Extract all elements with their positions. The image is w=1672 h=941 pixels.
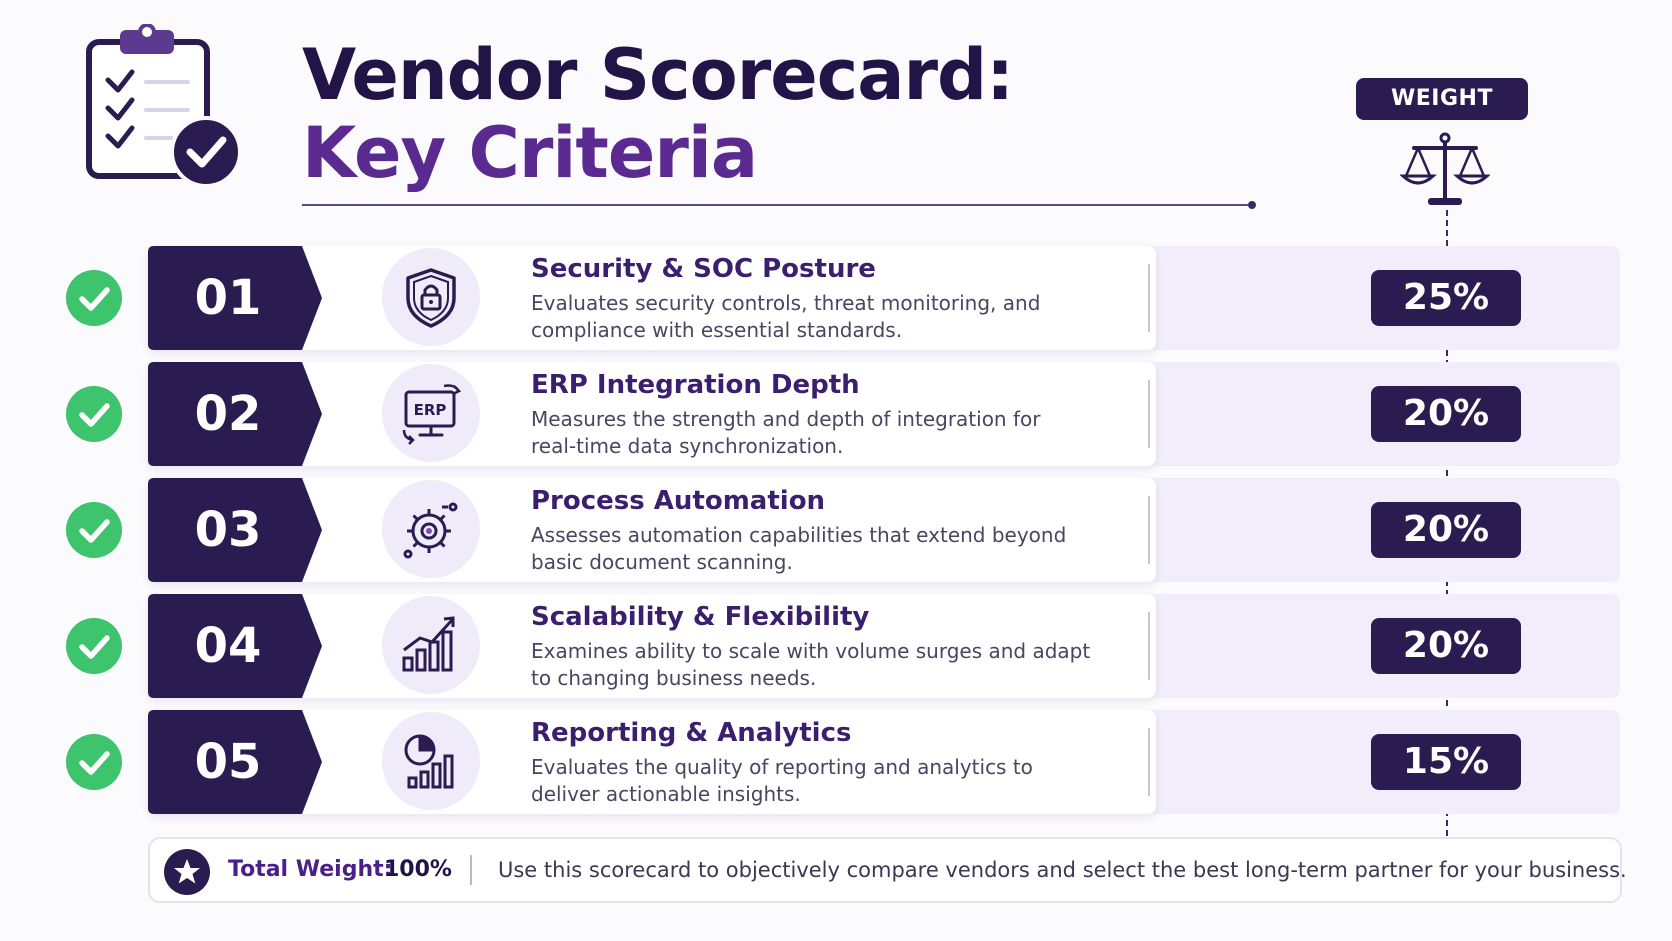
total-weight-label: Total Weight: [228,857,393,882]
check-icon [66,502,122,558]
row-weight-band [1100,246,1620,350]
row-divider [1148,496,1150,564]
weight-value-badge: 20% [1371,618,1521,674]
row-divider [1148,728,1150,796]
criteria-row-2: 02 ERP ERP Integration Depth Measures th… [0,362,1672,466]
criteria-description: Measures the strength and depth of integ… [531,407,1041,458]
criteria-title: ERP Integration Depth [531,370,860,400]
star-icon [164,849,210,895]
check-icon [66,734,122,790]
row-divider [1148,264,1150,332]
footer-divider [470,855,472,885]
criteria-title: Process Automation [531,486,826,516]
footer-summary: Total Weight: 100% Use this scorecard to… [148,837,1627,903]
criteria-title: Scalability & Flexibility [531,602,870,632]
row-weight-band [1100,362,1620,466]
title-divider [302,204,1252,206]
title-divider-dot [1248,201,1256,209]
criteria-number: 03 [194,502,262,558]
row-weight-band [1100,594,1620,698]
weight-header-badge: WEIGHT [1356,78,1528,120]
erp-monitor-icon: ERP [382,364,480,462]
criteria-row-3: 03 [0,478,1672,582]
erp-icon-text: ERP [414,401,447,419]
number-tab [148,594,322,698]
balance-scale-icon [1400,132,1490,205]
page-title: Vendor Scorecard: Key Criteria [302,34,1014,194]
weight-value-badge: 20% [1371,502,1521,558]
title-line-2: Key Criteria [302,112,758,194]
title-line-1: Vendor Scorecard: [302,34,1014,116]
criteria-number: 05 [194,734,262,790]
footer-note: Use this scorecard to objectively compar… [498,858,1627,882]
clipboard-check-icon [86,24,242,188]
criteria-description: Evaluates the quality of reporting and a… [531,755,1033,806]
criteria-number: 01 [194,270,262,326]
gear-icon [382,480,480,578]
criteria-row-4: 04 Scalability & Flexibility Examines ab… [0,594,1672,698]
number-tab [148,246,322,350]
row-divider [1148,612,1150,680]
criteria-description: Examines ability to scale with volume su… [531,639,1091,690]
criteria-row-1: 01 Security & SOC Posture Evaluates secu… [0,246,1672,350]
row-weight-band [1100,478,1620,582]
weight-value-badge: 15% [1371,734,1521,790]
criteria-description: Assesses automation capabilities that ex… [531,523,1067,574]
criteria-number: 02 [194,386,262,442]
criteria-title: Reporting & Analytics [531,718,852,748]
total-weight-value: 100% [384,857,452,882]
criteria-row-5: 05 Reporting & Analytics Evaluates the q… [0,710,1672,814]
criteria-number: 04 [194,618,262,674]
growth-chart-icon [382,596,480,694]
analytics-icon [382,712,480,810]
shield-lock-icon [382,248,480,346]
number-tab [148,362,322,466]
number-tab [148,710,322,814]
check-icon [66,386,122,442]
number-tab [148,478,322,582]
check-icon [66,618,122,674]
row-divider [1148,380,1150,448]
row-weight-band [1100,710,1620,814]
check-icon [66,270,122,326]
weight-value-badge: 25% [1371,270,1521,326]
criteria-description: Evaluates security controls, threat moni… [531,291,1041,342]
criteria-title: Security & SOC Posture [531,254,876,284]
weight-value-badge: 20% [1371,386,1521,442]
